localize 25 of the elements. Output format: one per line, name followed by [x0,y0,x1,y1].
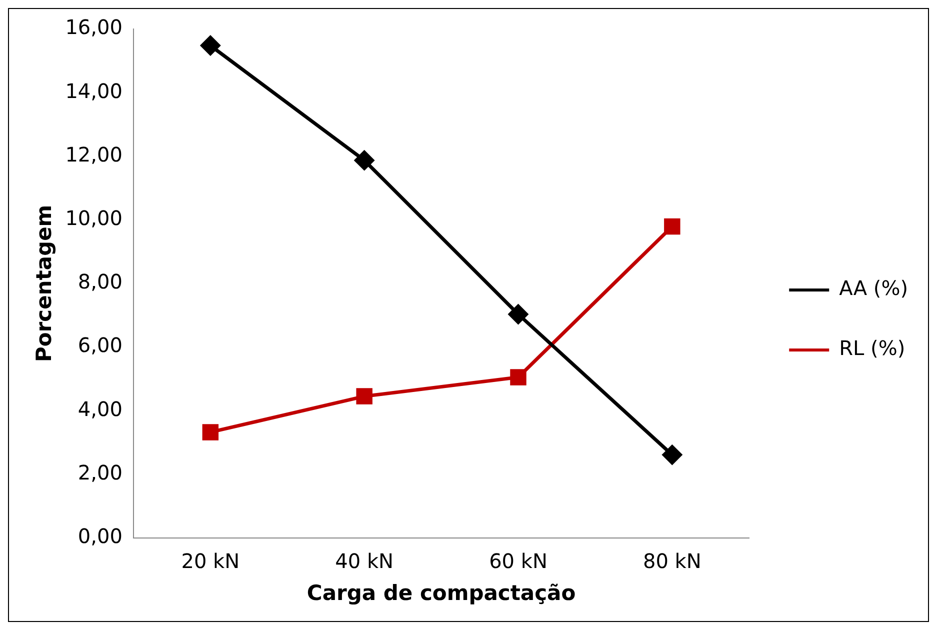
y-tick-label: 10,00 [65,206,122,230]
point [354,150,374,170]
x-tick-label: 80 kN [642,549,702,574]
legend-label: AA (%) [839,276,908,300]
point [664,218,680,235]
point [662,445,682,465]
point [510,369,526,386]
y-axis-title: Porcentagem [32,204,56,362]
y-tick-label: 6,00 [78,333,122,358]
legend-label: RL (%) [839,336,906,360]
point [200,36,220,56]
x-tick-label: 40 kN [335,549,394,574]
y-tick-label: 0,00 [78,524,122,548]
point [202,424,219,440]
x-tick-label: 60 kN [489,549,548,574]
y-tick-label: 8,00 [78,270,122,294]
y-tick-label: 4,00 [78,396,122,421]
y-tick-label: 16,00 [65,15,122,40]
x-axis-title: Carga de compactação [306,580,576,605]
x-tick-label: 20 kN [181,549,240,574]
point [508,304,528,324]
y-tick-label: 12,00 [65,142,122,166]
point [356,388,372,404]
y-tick-label: 2,00 [78,460,122,484]
y-tick-label: 14,00 [65,78,122,103]
